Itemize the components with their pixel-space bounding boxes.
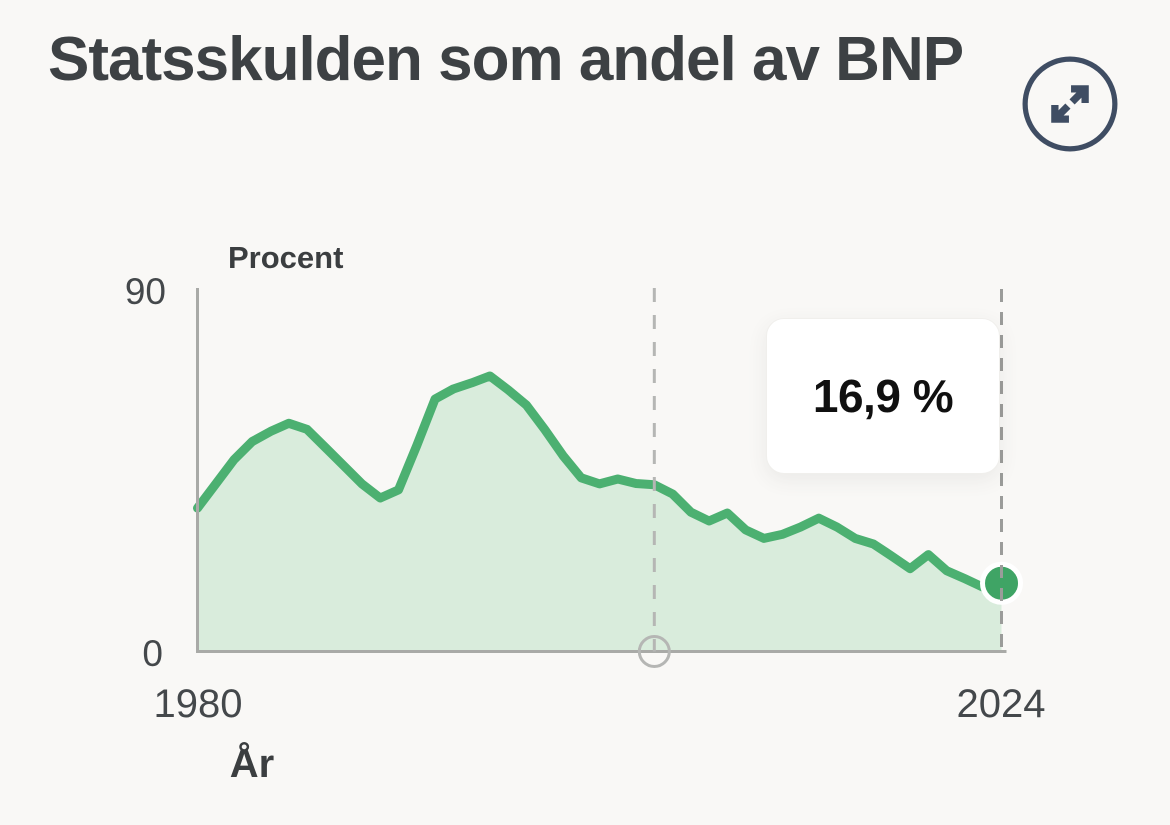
time-scrubber-handle[interactable] [637, 635, 671, 668]
x-axis-title: År [229, 742, 275, 786]
tooltip-value: 16,9 % [812, 370, 954, 422]
debt-area [197, 376, 1002, 652]
current-value-marker[interactable] [980, 561, 1023, 605]
y-tick-max: 90 [124, 271, 166, 312]
x-tick-start: 1980 [153, 682, 243, 726]
y-tick-min: 0 [142, 633, 163, 674]
value-tooltip: 16,9 % [766, 318, 1000, 474]
expand-button[interactable] [1022, 56, 1118, 152]
page-title: Statsskulden som andel av BNP [48, 25, 964, 94]
y-axis-title: Procent [228, 240, 344, 275]
debt-line [193, 371, 1006, 592]
x-tick-end: 2024 [956, 682, 1046, 726]
expand-icon [1022, 56, 1118, 152]
